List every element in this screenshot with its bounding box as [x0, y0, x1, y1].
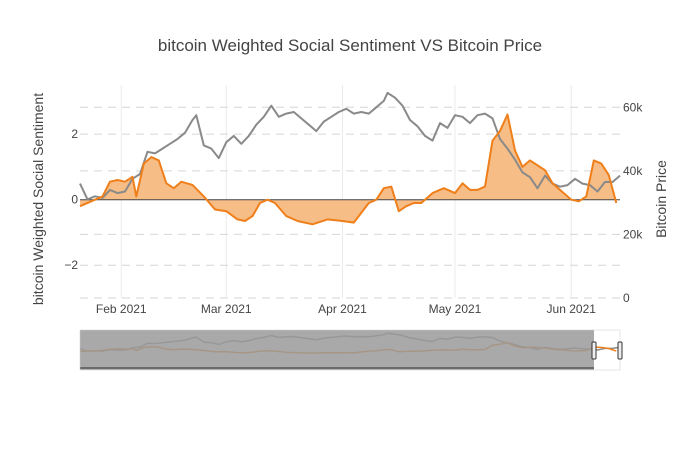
chart-title: bitcoin Weighted Social Sentiment VS Bit… [158, 36, 542, 55]
y-right-tick-label: 20k [623, 227, 643, 241]
rangeslider-handle-right[interactable] [617, 341, 623, 360]
y-left-tick-label: 2 [71, 127, 78, 141]
y-axis-left-title: bitcoin Weighted Social Sentiment [30, 93, 46, 305]
y-right-tick-label: 60k [623, 100, 643, 114]
x-tick-label: May 2021 [429, 302, 482, 316]
price-line [79, 91, 621, 201]
y-left-tick-label: 0 [71, 193, 78, 207]
x-tick-label: Mar 2021 [201, 302, 252, 316]
sentiment-area [80, 114, 617, 225]
x-tick-label: Apr 2021 [318, 302, 367, 316]
y-right-tick-label: 0 [623, 291, 630, 305]
y-right-tick-label: 40k [623, 164, 643, 178]
y-left-tick-label: −2 [64, 258, 78, 272]
y-axis-right-title: Bitcoin Price [653, 160, 669, 238]
rangeslider-mask [80, 330, 594, 370]
x-tick-label: Jun 2021 [547, 302, 597, 316]
x-tick-label: Feb 2021 [96, 302, 147, 316]
rangeslider-handle-left[interactable] [591, 341, 597, 360]
sentiment-line [79, 113, 618, 226]
